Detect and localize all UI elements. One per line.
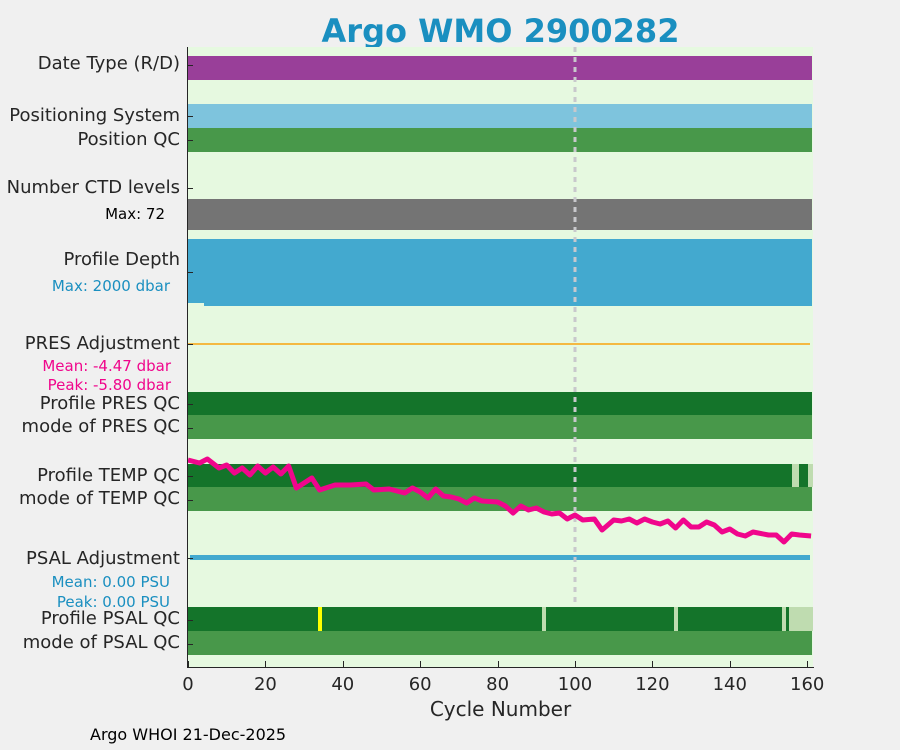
y-tick-mark xyxy=(188,500,193,501)
x-tick-mark xyxy=(807,661,809,667)
label-psal-qc: Profile PSAL QC xyxy=(40,608,180,629)
y-tick-mark xyxy=(188,188,193,189)
y-tick-mark xyxy=(188,140,193,141)
profile-depth-band xyxy=(188,239,812,303)
label-psal-mode: mode of PSAL QC xyxy=(22,632,180,653)
y-tick-mark xyxy=(188,476,193,477)
label-pres-peak: Peak: -5.80 dbar xyxy=(47,376,171,394)
ctd-levels-band xyxy=(188,199,812,230)
profile-depth-band-lower xyxy=(204,303,812,306)
temp-mode-band xyxy=(188,487,812,511)
positioning-band xyxy=(188,104,812,128)
x-tick-label: 160 xyxy=(790,674,825,695)
x-tick-mark xyxy=(188,661,189,667)
y-tick-mark xyxy=(188,65,193,66)
y-tick-mark xyxy=(188,116,193,117)
label-depth-max: Max: 2000 dbar xyxy=(51,277,170,295)
label-psal-peak: Peak: 0.00 PSU xyxy=(56,593,170,611)
y-tick-mark xyxy=(188,644,193,645)
label-pres-adjustment: PRES Adjustment xyxy=(24,333,180,354)
x-tick-label: 40 xyxy=(331,674,355,695)
overlay-svg xyxy=(188,47,812,607)
y-axis xyxy=(187,47,188,667)
qc-flag-segment xyxy=(782,607,786,631)
x-axis xyxy=(187,667,814,668)
temp-qc-band xyxy=(188,464,813,487)
x-tick-mark xyxy=(497,661,499,667)
qc-flag-segment xyxy=(789,607,813,631)
label-ctd-levels: Number CTD levels xyxy=(6,177,180,198)
x-tick-label: 140 xyxy=(712,674,747,695)
x-tick-mark xyxy=(420,661,422,667)
plot-area xyxy=(188,47,813,667)
label-positioning: Positioning System xyxy=(9,105,180,126)
label-temp-mode: mode of TEMP QC xyxy=(18,488,180,509)
label-date-type: Date Type (R/D) xyxy=(37,53,180,74)
label-psal-mean: Mean: 0.00 PSU xyxy=(51,573,170,591)
x-tick-mark xyxy=(265,661,267,667)
figure-title: Argo WMO 2900282 xyxy=(321,12,680,50)
x-tick-label: 60 xyxy=(408,674,432,695)
x-tick-label: 120 xyxy=(635,674,670,695)
psal-qc-band xyxy=(188,607,813,631)
x-tick-mark xyxy=(574,661,576,667)
label-pres-mean: Mean: -4.47 dbar xyxy=(42,357,171,375)
footer-credit: Argo WHOI 21-Dec-2025 xyxy=(90,725,287,744)
y-tick-mark xyxy=(188,404,193,405)
qc-flag-segment xyxy=(791,464,800,487)
label-position-qc: Position QC xyxy=(77,129,180,150)
x-tick-label: 0 xyxy=(182,674,194,695)
label-psal-adjustment: PSAL Adjustment xyxy=(25,548,180,569)
qc-flag-segment xyxy=(808,464,813,487)
y-tick-mark xyxy=(188,428,193,429)
psal-adjustment-line xyxy=(190,555,810,560)
label-temp-qc: Profile TEMP QC xyxy=(37,465,180,486)
x-tick-mark xyxy=(652,661,654,667)
label-profile-depth: Profile Depth xyxy=(63,249,180,270)
pres-qc-band xyxy=(188,392,812,415)
y-tick-mark xyxy=(188,558,193,559)
qc-flag-segment xyxy=(542,607,546,631)
temp-trend-line xyxy=(188,456,812,545)
qc-flag-segment xyxy=(317,607,322,631)
x-tick-mark xyxy=(342,661,344,667)
qc-flag-segment xyxy=(673,607,678,631)
label-pres-mode: mode of PRES QC xyxy=(21,416,180,437)
x-axis-label: Cycle Number xyxy=(429,697,572,721)
y-tick-mark xyxy=(188,272,193,273)
position-qc-band xyxy=(188,128,812,152)
x-tick-label: 100 xyxy=(557,674,593,695)
pres-mode-band xyxy=(188,415,812,439)
x-tick-mark xyxy=(729,661,731,667)
y-tick-mark xyxy=(188,344,193,345)
y-tick-mark xyxy=(188,620,193,621)
label-ctd-max: Max: 72 xyxy=(105,205,165,223)
x-tick-label: 20 xyxy=(253,674,277,695)
date-type-band xyxy=(188,56,812,80)
psal-mode-band xyxy=(188,631,812,655)
pres-adjustment-line xyxy=(188,343,810,345)
label-pres-qc: Profile PRES QC xyxy=(39,393,180,414)
x-tick-label: 80 xyxy=(486,674,510,695)
